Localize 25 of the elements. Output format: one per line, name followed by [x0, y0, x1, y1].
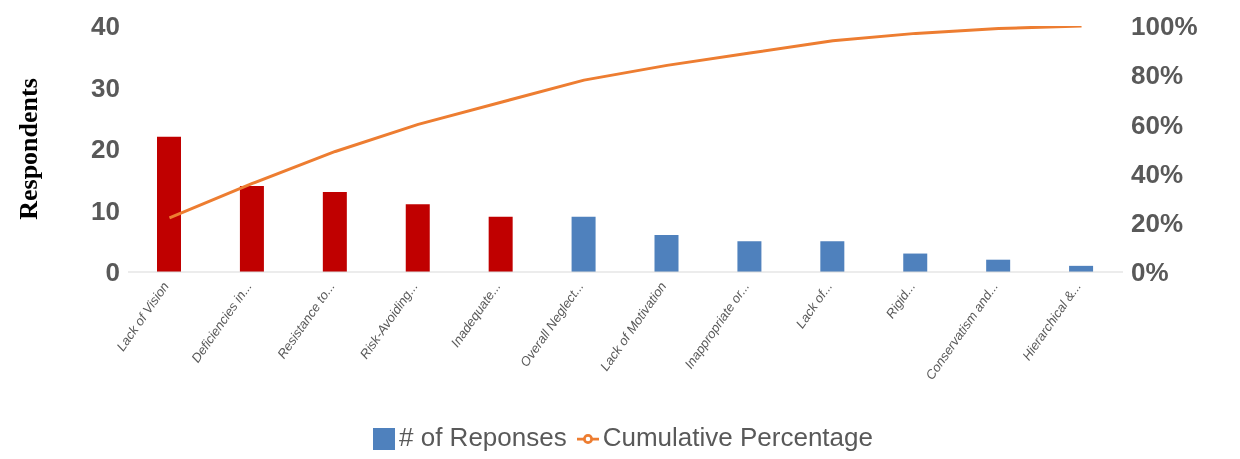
- y2-tick-label: 60%: [1131, 109, 1184, 140]
- bar: [405, 204, 430, 272]
- y-tick-label: 30: [91, 72, 120, 103]
- y-tick-label: 0: [105, 257, 120, 288]
- y-tick-label: 10: [91, 195, 120, 226]
- y2-tick-label: 20%: [1131, 208, 1184, 239]
- y2-tick-label: 40%: [1131, 158, 1184, 189]
- bar: [488, 216, 513, 272]
- bar: [157, 136, 181, 272]
- y2-tick-label: 0%: [1131, 257, 1169, 288]
- y2-tick-label: 80%: [1131, 60, 1184, 91]
- bar: [654, 235, 679, 272]
- y-tick-label: 40: [91, 11, 120, 42]
- legend-label: Cumulative Percentage: [602, 422, 873, 452]
- bar: [903, 253, 928, 272]
- bar: [239, 185, 264, 272]
- bar: [322, 192, 347, 272]
- bar: [571, 216, 596, 272]
- bar: [737, 241, 762, 272]
- bar: [820, 241, 845, 272]
- line-series: [167, 26, 1084, 220]
- y-axis-title: Respondents: [14, 78, 44, 220]
- y-tick-label: 20: [91, 134, 120, 165]
- y2-tick-label: 100%: [1131, 11, 1198, 42]
- legend-label: # of Reponses: [399, 422, 567, 452]
